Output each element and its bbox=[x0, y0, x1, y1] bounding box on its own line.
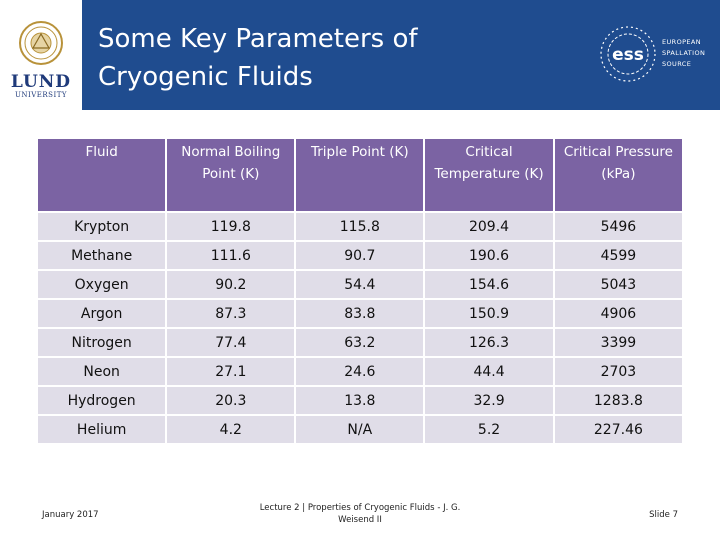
cell-fluid: Argon bbox=[38, 300, 166, 327]
slide-header: LUND UNIVERSITY Some Key Parameters of C… bbox=[0, 0, 720, 110]
cell-critical-temperature: 209.4 bbox=[425, 213, 553, 240]
cell-triple-point: 115.8 bbox=[296, 213, 424, 240]
cell-critical-temperature: 126.3 bbox=[425, 329, 553, 356]
ess-logo-icon: ess bbox=[600, 26, 656, 82]
table-row: Argon 87.3 83.8 150.9 4906 bbox=[38, 300, 682, 327]
cell-boiling-point: 4.2 bbox=[167, 416, 295, 443]
cell-fluid: Neon bbox=[38, 358, 166, 385]
svg-text:ess: ess bbox=[612, 45, 644, 65]
title-line-2: Cryogenic Fluids bbox=[98, 62, 313, 92]
cell-critical-temperature: 5.2 bbox=[425, 416, 553, 443]
cell-triple-point: 90.7 bbox=[296, 242, 424, 269]
cell-triple-point: 54.4 bbox=[296, 271, 424, 298]
cell-boiling-point: 20.3 bbox=[167, 387, 295, 414]
cell-boiling-point: 111.6 bbox=[167, 242, 295, 269]
cell-boiling-point: 90.2 bbox=[167, 271, 295, 298]
ess-text-line-3: SOURCE bbox=[662, 60, 692, 68]
cell-fluid: Methane bbox=[38, 242, 166, 269]
cell-triple-point: N/A bbox=[296, 416, 424, 443]
table-row: Neon 27.1 24.6 44.4 2703 bbox=[38, 358, 682, 385]
column-header-triple-point: Triple Point (K) bbox=[296, 139, 424, 211]
cell-critical-pressure: 1283.8 bbox=[554, 387, 682, 414]
cell-critical-pressure: 4906 bbox=[554, 300, 682, 327]
lund-sub: UNIVERSITY bbox=[14, 91, 68, 99]
lund-seal-icon bbox=[19, 21, 63, 65]
ess-text-line-1: EUROPEAN bbox=[662, 38, 702, 46]
ess-logo-text: EUROPEAN SPALLATION SOURCE bbox=[662, 37, 718, 70]
column-header-fluid: Fluid bbox=[38, 139, 166, 211]
lund-university-logo: LUND UNIVERSITY bbox=[0, 0, 82, 110]
cell-critical-temperature: 150.9 bbox=[425, 300, 553, 327]
cell-critical-pressure: 5496 bbox=[554, 213, 682, 240]
table-row: Nitrogen 77.4 63.2 126.3 3399 bbox=[38, 329, 682, 356]
cell-fluid: Helium bbox=[38, 416, 166, 443]
cell-critical-temperature: 154.6 bbox=[425, 271, 553, 298]
title-line-1: Some Key Parameters of bbox=[98, 24, 418, 54]
cell-triple-point: 13.8 bbox=[296, 387, 424, 414]
page-title: Some Key Parameters of Cryogenic Fluids bbox=[98, 20, 538, 96]
cell-critical-pressure: 4599 bbox=[554, 242, 682, 269]
table-row: Oxygen 90.2 54.4 154.6 5043 bbox=[38, 271, 682, 298]
cell-boiling-point: 87.3 bbox=[167, 300, 295, 327]
cell-triple-point: 63.2 bbox=[296, 329, 424, 356]
cell-triple-point: 24.6 bbox=[296, 358, 424, 385]
cell-critical-temperature: 190.6 bbox=[425, 242, 553, 269]
cell-critical-pressure: 2703 bbox=[554, 358, 682, 385]
cell-fluid: Hydrogen bbox=[38, 387, 166, 414]
cell-fluid: Oxygen bbox=[38, 271, 166, 298]
cell-critical-temperature: 44.4 bbox=[425, 358, 553, 385]
column-header-critical-pressure: Critical Pressure (kPa) bbox=[554, 139, 682, 211]
parameters-table: Fluid Normal Boiling Point (K) Triple Po… bbox=[36, 137, 684, 445]
table-body: Krypton 119.8 115.8 209.4 5496 Methane 111.6 90… bbox=[38, 213, 682, 443]
cell-fluid: Krypton bbox=[38, 213, 166, 240]
cell-fluid: Nitrogen bbox=[38, 329, 166, 356]
footer-date: January 2017 bbox=[42, 510, 99, 520]
cell-boiling-point: 119.8 bbox=[167, 213, 295, 240]
cell-critical-temperature: 32.9 bbox=[425, 387, 553, 414]
table-row: Helium 4.2 N/A 5.2 227.46 bbox=[38, 416, 682, 443]
table-row: Methane 111.6 90.7 190.6 4599 bbox=[38, 242, 682, 269]
footer-lecture: Lecture 2 | Properties of Cryogenic Flui… bbox=[259, 503, 461, 525]
table-header-row: Fluid Normal Boiling Point (K) Triple Po… bbox=[38, 139, 682, 211]
column-header-critical-temperature: Critical Temperature (K) bbox=[425, 139, 553, 211]
slide-number: Slide 7 bbox=[649, 510, 678, 520]
ess-text-line-2: SPALLATION bbox=[662, 49, 706, 57]
column-header-boiling-point: Normal Boiling Point (K) bbox=[167, 139, 295, 211]
cell-critical-pressure: 3399 bbox=[554, 329, 682, 356]
table-row: Krypton 119.8 115.8 209.4 5496 bbox=[38, 213, 682, 240]
cell-boiling-point: 27.1 bbox=[167, 358, 295, 385]
cell-triple-point: 83.8 bbox=[296, 300, 424, 327]
cell-critical-pressure: 5043 bbox=[554, 271, 682, 298]
lund-word: LUND bbox=[10, 72, 72, 92]
cell-critical-pressure: 227.46 bbox=[554, 416, 682, 443]
cell-boiling-point: 77.4 bbox=[167, 329, 295, 356]
table-row: Hydrogen 20.3 13.8 32.9 1283.8 bbox=[38, 387, 682, 414]
